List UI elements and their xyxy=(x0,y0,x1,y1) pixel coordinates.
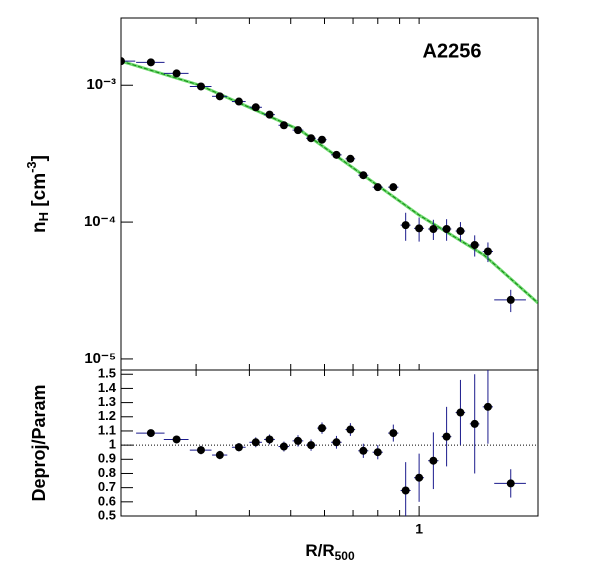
data-point xyxy=(146,429,155,438)
data-point xyxy=(389,429,398,438)
y-tick-label: 0.7 xyxy=(98,479,116,494)
x-axis-label: R/R500 xyxy=(305,541,355,563)
data-point xyxy=(373,183,382,192)
data-point xyxy=(215,92,224,101)
x-label-sub: 500 xyxy=(335,549,355,563)
data-point xyxy=(483,247,492,256)
data-point xyxy=(332,150,341,159)
data-point xyxy=(146,58,155,67)
data-point xyxy=(172,69,181,78)
data-point xyxy=(346,425,355,434)
data-point xyxy=(506,479,515,488)
data-point xyxy=(307,134,316,143)
data-point xyxy=(456,227,465,236)
data-point xyxy=(172,435,181,444)
y-label-part: n xyxy=(29,221,50,233)
y-tick-label: 10⁻⁴ xyxy=(84,213,116,230)
data-point xyxy=(415,473,424,482)
data-point xyxy=(121,57,125,66)
y-tick-label: 0.9 xyxy=(98,451,116,466)
y-tick-label: 1.1 xyxy=(98,422,116,437)
data-point xyxy=(470,241,479,250)
data-point xyxy=(470,419,479,428)
y-tick-label: 1.5 xyxy=(98,366,116,381)
data-point xyxy=(279,121,288,130)
data-point xyxy=(234,97,243,106)
data-point xyxy=(389,183,398,192)
data-point xyxy=(456,408,465,417)
chart-title: A2256 xyxy=(423,40,482,62)
data-point xyxy=(359,171,368,180)
x-tick-label: 1 xyxy=(415,521,423,537)
data-point xyxy=(373,448,382,457)
data-point xyxy=(293,436,302,445)
model-line xyxy=(121,60,538,304)
data-point xyxy=(215,451,224,460)
y-tick-label: 1 xyxy=(109,437,116,452)
y-tick-label: 0.6 xyxy=(98,493,116,508)
data-point xyxy=(251,103,260,112)
y-tick-label: 0.8 xyxy=(98,465,116,480)
plot-area xyxy=(121,370,538,516)
bottom-frame xyxy=(120,369,539,517)
data-point xyxy=(318,135,327,144)
y-tick-label: 1.2 xyxy=(98,408,116,423)
y-tick-label: 1.3 xyxy=(98,394,116,409)
y-tick-label: 1.4 xyxy=(98,380,117,395)
data-point xyxy=(279,442,288,451)
data-point xyxy=(359,446,368,455)
data-point xyxy=(307,441,316,450)
y-tick-label: 10⁻⁵ xyxy=(84,350,116,367)
y-label-sub: H xyxy=(36,212,51,221)
y-tick-label: 0.5 xyxy=(98,507,116,522)
data-point xyxy=(483,402,492,411)
y-tick-label: 10⁻³ xyxy=(86,76,116,93)
data-point xyxy=(251,438,260,447)
model-band xyxy=(121,59,538,305)
data-point xyxy=(318,424,327,433)
data-point xyxy=(442,225,451,234)
data-point xyxy=(293,126,302,135)
y-label-sup: -3 xyxy=(24,161,39,173)
data-point xyxy=(442,432,451,441)
data-point xyxy=(429,456,438,465)
data-point xyxy=(234,443,243,452)
data-point xyxy=(429,225,438,234)
data-point xyxy=(265,110,274,119)
y-axis-label: nH [cm-3] xyxy=(24,155,51,233)
data-point xyxy=(332,438,341,447)
data-point xyxy=(265,435,274,444)
x-label-part: R/R xyxy=(305,541,334,560)
plot-area xyxy=(121,57,538,313)
data-point xyxy=(196,446,205,455)
data-point xyxy=(401,221,410,230)
y-label-part: [cm xyxy=(29,173,50,212)
data-point xyxy=(415,224,424,233)
data-point xyxy=(346,154,355,163)
data-point xyxy=(401,486,410,495)
top-frame xyxy=(120,17,539,371)
data-point xyxy=(196,82,205,91)
y-axis-label: Deproj/Param xyxy=(29,384,49,501)
data-point xyxy=(506,295,515,304)
y-label-part: ] xyxy=(29,155,50,161)
